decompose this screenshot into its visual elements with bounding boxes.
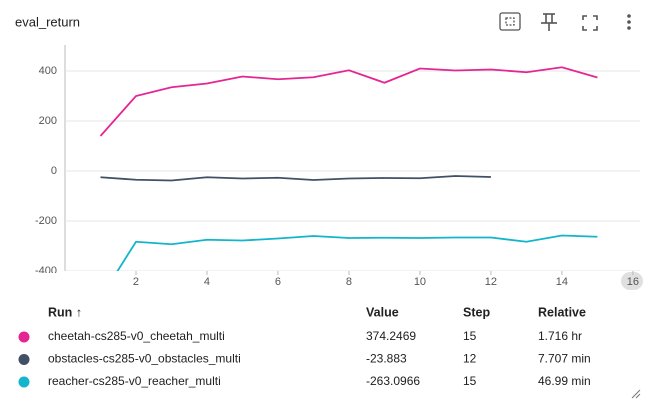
x-tick-label: 6 — [275, 276, 281, 288]
y-tick-label: -200 — [35, 215, 57, 227]
plot — [99, 66, 598, 271]
y-tick-label: 0 — [51, 165, 57, 177]
x-tick-label: 10 — [414, 276, 426, 288]
cell: 15 — [463, 374, 477, 388]
x-tick-label: 16 — [627, 276, 639, 288]
grid — [65, 70, 640, 271]
cell: 15 — [463, 329, 477, 343]
cell: -23.883 — [366, 352, 407, 366]
cell: 46.99 min — [538, 374, 591, 388]
series-line — [100, 175, 491, 182]
x-tick-label: 4 — [204, 276, 210, 288]
header-step: Step — [463, 305, 490, 319]
run-color — [18, 354, 30, 365]
cell: 374.2469 — [366, 329, 416, 343]
fullscreen-icon[interactable] — [582, 15, 598, 31]
run-name: obstacles-cs285-v0_obstacles_multi — [48, 352, 241, 366]
header-relative: Relative — [538, 305, 586, 319]
cell: -263.0966 — [366, 374, 420, 388]
y-tick-label: -400 — [35, 265, 57, 277]
fit-icon[interactable] — [499, 12, 521, 31]
header-value: Value — [366, 305, 399, 319]
more-icon[interactable] — [627, 14, 631, 30]
resize-handle[interactable] — [631, 389, 641, 399]
x-tick-label: 12 — [485, 276, 497, 288]
x-tick-label: 14 — [556, 276, 568, 288]
run-color — [18, 331, 30, 343]
header-run[interactable]: Run ↑ — [48, 305, 82, 319]
x-tick-label: 2 — [133, 276, 139, 288]
y-tick-labels: -400 -200 0 200 400 — [35, 65, 57, 277]
run-name: reacher-cs285-v0_reacher_multi — [48, 374, 221, 388]
run-color — [18, 376, 30, 388]
series-line — [99, 66, 598, 137]
series-line — [116, 234, 598, 271]
cell: 1.716 hr — [538, 329, 582, 343]
x-tick-label: 8 — [346, 276, 352, 288]
y-tick-label: 400 — [39, 65, 57, 77]
run-name: cheetah-cs285-v0_cheetah_multi — [48, 329, 225, 343]
cell: 7.707 min — [538, 352, 591, 366]
hover-marker — [621, 272, 643, 290]
cell: 12 — [463, 352, 477, 366]
y-tick-label: 200 — [39, 115, 57, 127]
chart-title: eval_return — [15, 14, 80, 29]
pin-icon[interactable] — [541, 13, 557, 31]
